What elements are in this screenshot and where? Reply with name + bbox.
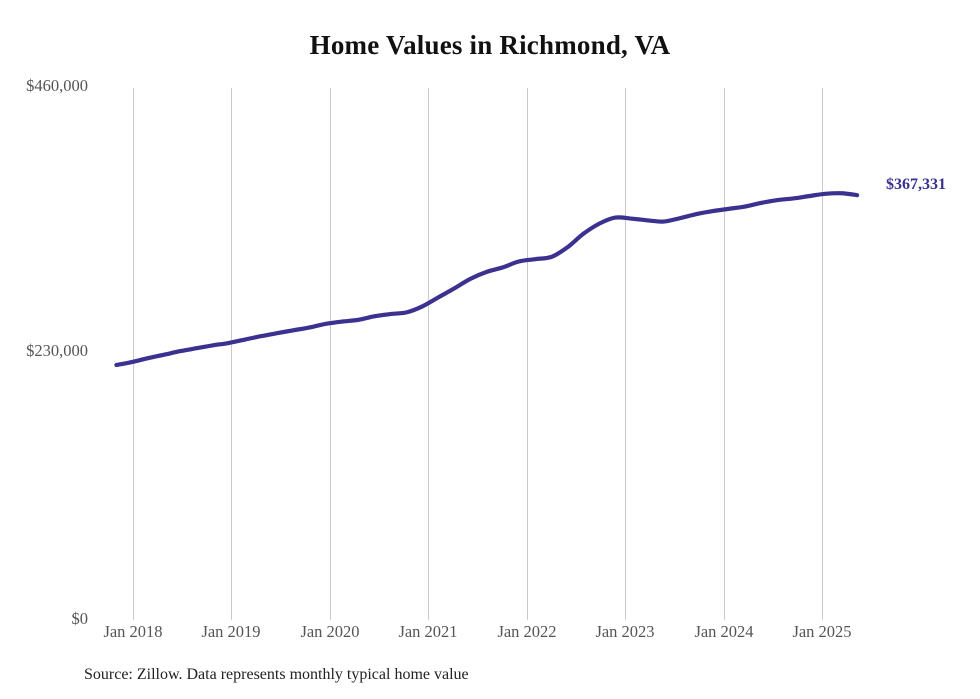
x-axis-tick-label-jan-2023: Jan 2023 [595,622,655,641]
gridline-jan-2024 [724,88,725,620]
gridline-jan-2020 [330,88,331,620]
series-line-typical-home-value [114,191,860,368]
y-axis-tick-label-middle: $230,000 [26,341,88,360]
x-axis-tick-label-jan-2022: Jan 2022 [497,622,557,641]
gridline-jan-2023 [625,88,626,620]
x-axis-tick-label-jan-2020: Jan 2020 [300,622,360,641]
series-end-value-label: $367,331 [886,176,946,193]
x-axis-tick-label-jan-2025: Jan 2025 [792,622,852,641]
x-axis-tick-label-jan-2018: Jan 2018 [103,622,163,641]
chart-title: Home Values in Richmond, VA [309,30,671,60]
gridline-jan-2018 [133,88,134,620]
x-axis-tick-label-jan-2019: Jan 2019 [201,622,261,641]
y-axis-tick-label-bottom: $0 [71,609,89,628]
source-note: Source: Zillow. Data represents monthly … [84,666,469,683]
gridline-jan-2025 [822,88,823,620]
gridline-jan-2021 [428,88,429,620]
gridline-jan-2022 [527,88,528,620]
y-axis-tick-label-top: $460,000 [26,76,88,95]
x-axis-tick-label-jan-2024: Jan 2024 [694,622,754,641]
gridline-jan-2019 [231,88,232,620]
x-axis-tick-label-jan-2021: Jan 2021 [398,622,458,641]
plot-area [100,88,890,620]
